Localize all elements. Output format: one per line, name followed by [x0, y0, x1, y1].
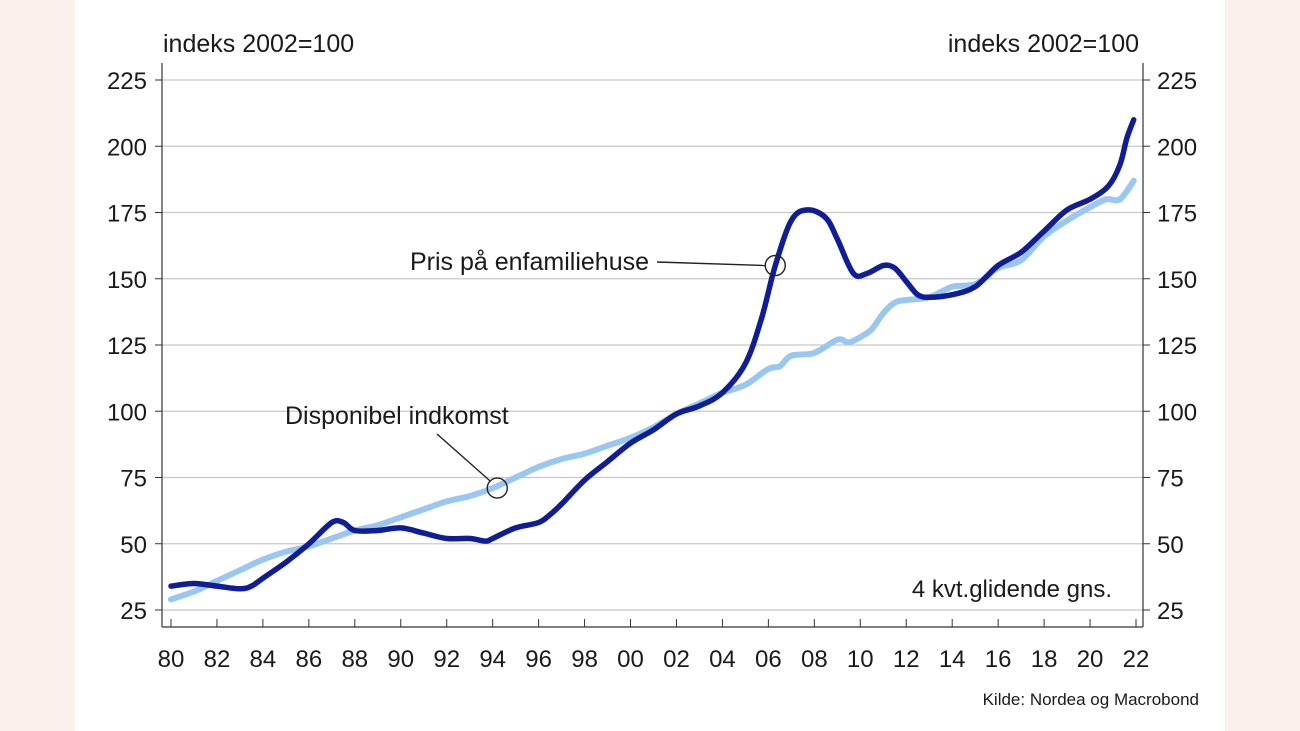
x-axis: 80 82 84 86 88 90 92 94 96 98 00 02 04 06 08 10 12 14 16 18… [158, 619, 1150, 673]
gridlines [162, 79, 1143, 611]
y-tick-label-left-100: 100 [107, 399, 147, 426]
x-tick-label-94: 94 [479, 646, 506, 673]
y-tick-label-left-225: 225 [107, 68, 147, 95]
x-tick-label-08: 08 [801, 646, 828, 673]
x-tick-label-92: 92 [433, 646, 460, 673]
x-tick-label-80: 80 [158, 646, 185, 673]
annotation-marker-house-prices [764, 254, 786, 277]
x-tick-label-00: 00 [617, 646, 644, 673]
y-tick-label-right-50: 50 [1157, 532, 1184, 559]
y-axis-left: 25 50 75 100 125 150 175 200 225 [107, 68, 162, 625]
x-tick-label-98: 98 [571, 646, 598, 673]
x-tick-label-90: 90 [387, 646, 414, 673]
x-tick-label-02: 02 [663, 646, 690, 673]
y-unit-left: indeks 2002=100 [163, 30, 354, 58]
x-tick-label-20: 20 [1077, 646, 1104, 673]
smoothing-note: 4 kvt.glidende gns. [912, 576, 1112, 603]
x-tick-label-04: 04 [709, 646, 736, 673]
x-tick-label-16: 16 [985, 646, 1012, 673]
y-tick-label-right-75: 75 [1157, 466, 1184, 493]
y-tick-label-left-50: 50 [120, 532, 147, 559]
x-tick-label-12: 12 [893, 646, 920, 673]
x-tick-label-84: 84 [250, 646, 277, 673]
y-tick-label-left-75: 75 [120, 466, 147, 493]
x-tick-label-10: 10 [847, 646, 874, 673]
series-group [168, 117, 1137, 603]
line-chart: 25 50 75 100 125 150 175 200 225 25 50 75 100 125 150… [107, 30, 1199, 709]
x-tick-label-82: 82 [204, 646, 231, 673]
y-tick-label-right-25: 25 [1157, 598, 1184, 625]
x-tick-label-22: 22 [1123, 646, 1150, 673]
annotation-leader-house-prices [656, 261, 766, 267]
y-tick-label-right-175: 175 [1157, 201, 1197, 228]
x-tick-label-96: 96 [525, 646, 552, 673]
x-tick-label-88: 88 [341, 646, 368, 673]
annotation-label-income: Disponibel indkomst [285, 402, 509, 430]
annotations: Pris på enfamiliehuse Disponibel indkomst [285, 248, 786, 499]
source-note: Kilde: Nordea og Macrobond [983, 690, 1199, 709]
y-tick-label-left-175: 175 [107, 201, 147, 228]
x-tick-label-18: 18 [1031, 646, 1058, 673]
y-tick-label-right-125: 125 [1157, 333, 1197, 360]
y-tick-label-left-200: 200 [107, 134, 147, 161]
y-unit-right: indeks 2002=100 [948, 30, 1139, 58]
y-tick-label-left-150: 150 [107, 267, 147, 294]
y-tick-label-left-125: 125 [107, 333, 147, 360]
chart-panel: 25 50 75 100 125 150 175 200 225 25 50 75 100 125 150… [75, 0, 1225, 731]
y-axis-right: 25 50 75 100 125 150 175 200 225 [1143, 68, 1197, 625]
y-tick-label-right-225: 225 [1157, 68, 1197, 95]
y-tick-label-right-200: 200 [1157, 134, 1197, 161]
x-tick-label-14: 14 [939, 646, 966, 673]
x-tick-label-06: 06 [755, 646, 782, 673]
annotation-marker-income [486, 477, 508, 499]
y-tick-label-left-25: 25 [120, 598, 147, 625]
annotation-label-house-prices: Pris på enfamiliehuse [410, 248, 649, 276]
series-line-0 [168, 117, 1137, 592]
y-tick-label-right-150: 150 [1157, 267, 1197, 294]
annotation-leader-income [436, 433, 491, 482]
y-tick-label-right-100: 100 [1157, 399, 1197, 426]
x-tick-label-86: 86 [296, 646, 323, 673]
